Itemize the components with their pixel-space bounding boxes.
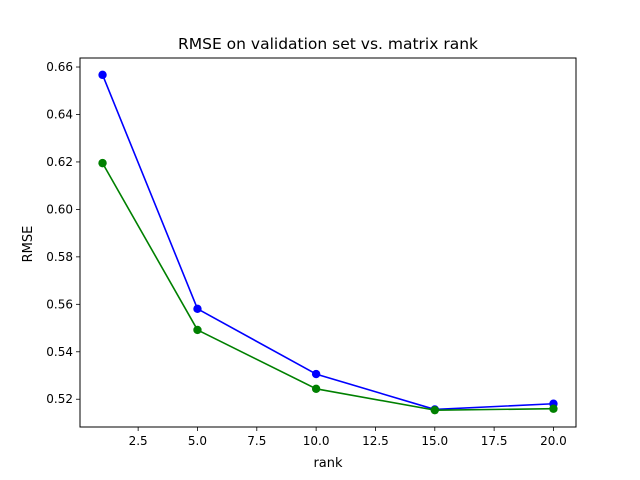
y-tick-label: 0.56 — [46, 297, 73, 311]
x-tick-label: 15.0 — [421, 434, 448, 448]
x-axis-label: rank — [313, 456, 343, 471]
y-tick-label: 0.60 — [46, 202, 73, 216]
data-point — [98, 158, 107, 168]
plot-area — [79, 57, 577, 428]
data-point — [311, 369, 321, 379]
y-axis-ticks: 0.52 0.54 0.56 0.58 0.60 0.62 0.64 0.66 — [46, 60, 80, 406]
chart-title: RMSE on validation set vs. matrix rank — [178, 35, 478, 53]
x-tick-label: 17.5 — [481, 434, 508, 448]
series-group — [98, 70, 558, 415]
y-axis-label: RMSE — [21, 226, 36, 263]
y-tick-label: 0.64 — [46, 107, 73, 121]
data-point — [193, 304, 202, 314]
y-tick-label: 0.54 — [46, 345, 73, 359]
x-tick-label: 12.5 — [362, 434, 389, 448]
series-2 — [98, 158, 558, 415]
data-point — [311, 384, 321, 393]
y-tick-label: 0.58 — [46, 250, 73, 264]
x-tick-label: 7.5 — [247, 434, 266, 448]
data-point — [430, 405, 439, 415]
y-tick-label: 0.62 — [46, 155, 73, 169]
plot-frame — [79, 57, 577, 428]
y-tick-label: 0.66 — [46, 60, 73, 74]
x-tick-label: 20.0 — [540, 434, 567, 448]
data-point — [549, 404, 558, 413]
x-tick-label: 10.0 — [303, 434, 330, 448]
data-point — [193, 325, 202, 335]
data-point — [98, 70, 107, 80]
x-tick-label: 5.0 — [188, 434, 207, 448]
x-axis-ticks: 2.5 5.0 7.5 10.0 12.5 15.0 17.5 20.0 — [129, 427, 567, 448]
y-tick-label: 0.52 — [46, 392, 73, 406]
x-tick-label: 2.5 — [129, 434, 148, 448]
